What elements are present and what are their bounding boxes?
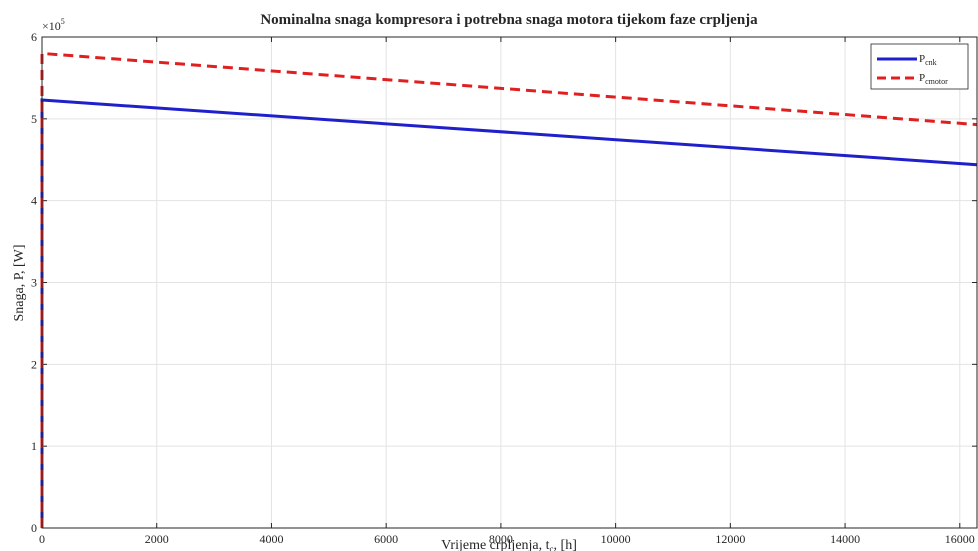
y-tick-label: 6 [31,30,37,44]
x-tick-label: 8000 [489,532,513,546]
y-exponent: ×105 [42,17,65,33]
x-tick-label: 0 [39,532,45,546]
y-tick-label: 2 [31,357,37,371]
y-axis-label: Snaga, P, [W] [12,245,27,322]
x-axis-label-main: Vrijeme crpljenja, t [441,538,550,551]
y-tick-label: 5 [31,112,37,126]
y-tick-label: 1 [31,439,37,453]
x-tick-label: 14000 [830,532,860,546]
legend-label-cmotor: Pcmotor [919,72,948,86]
x-tick-label: 12000 [715,532,745,546]
x-tick-label: 2000 [145,532,169,546]
x-tick-label: 6000 [374,532,398,546]
legend-box [870,43,969,90]
y-exponent-base: ×10 [42,19,61,33]
legend-label-cnk: Pcnk [919,53,937,67]
y-tick-label: 0 [31,521,37,535]
x-axis-label-unit: , [h] [554,538,577,551]
y-exponent-power: 5 [61,17,65,26]
x-axis-label: Vrijeme crpljenja, tc, [h] [441,538,577,551]
x-tick-label: 4000 [259,532,283,546]
y-tick-label: 3 [31,276,37,290]
y-tick-labels: 0 1 2 3 4 5 6 [31,30,37,535]
legend: Pcnk Pcmotor [870,43,969,90]
x-tick-label: 10000 [601,532,631,546]
x-tick-label: 16000 [945,532,975,546]
x-tick-labels: 0 2000 4000 6000 8000 10000 12000 14000 16000 [39,532,975,546]
x-axis-label-sub: c [550,544,554,551]
y-tick-label: 4 [31,194,37,208]
chart-title: Nominalna snaga kompresora i potrebna sn… [260,12,758,28]
plot-frame [41,36,978,529]
